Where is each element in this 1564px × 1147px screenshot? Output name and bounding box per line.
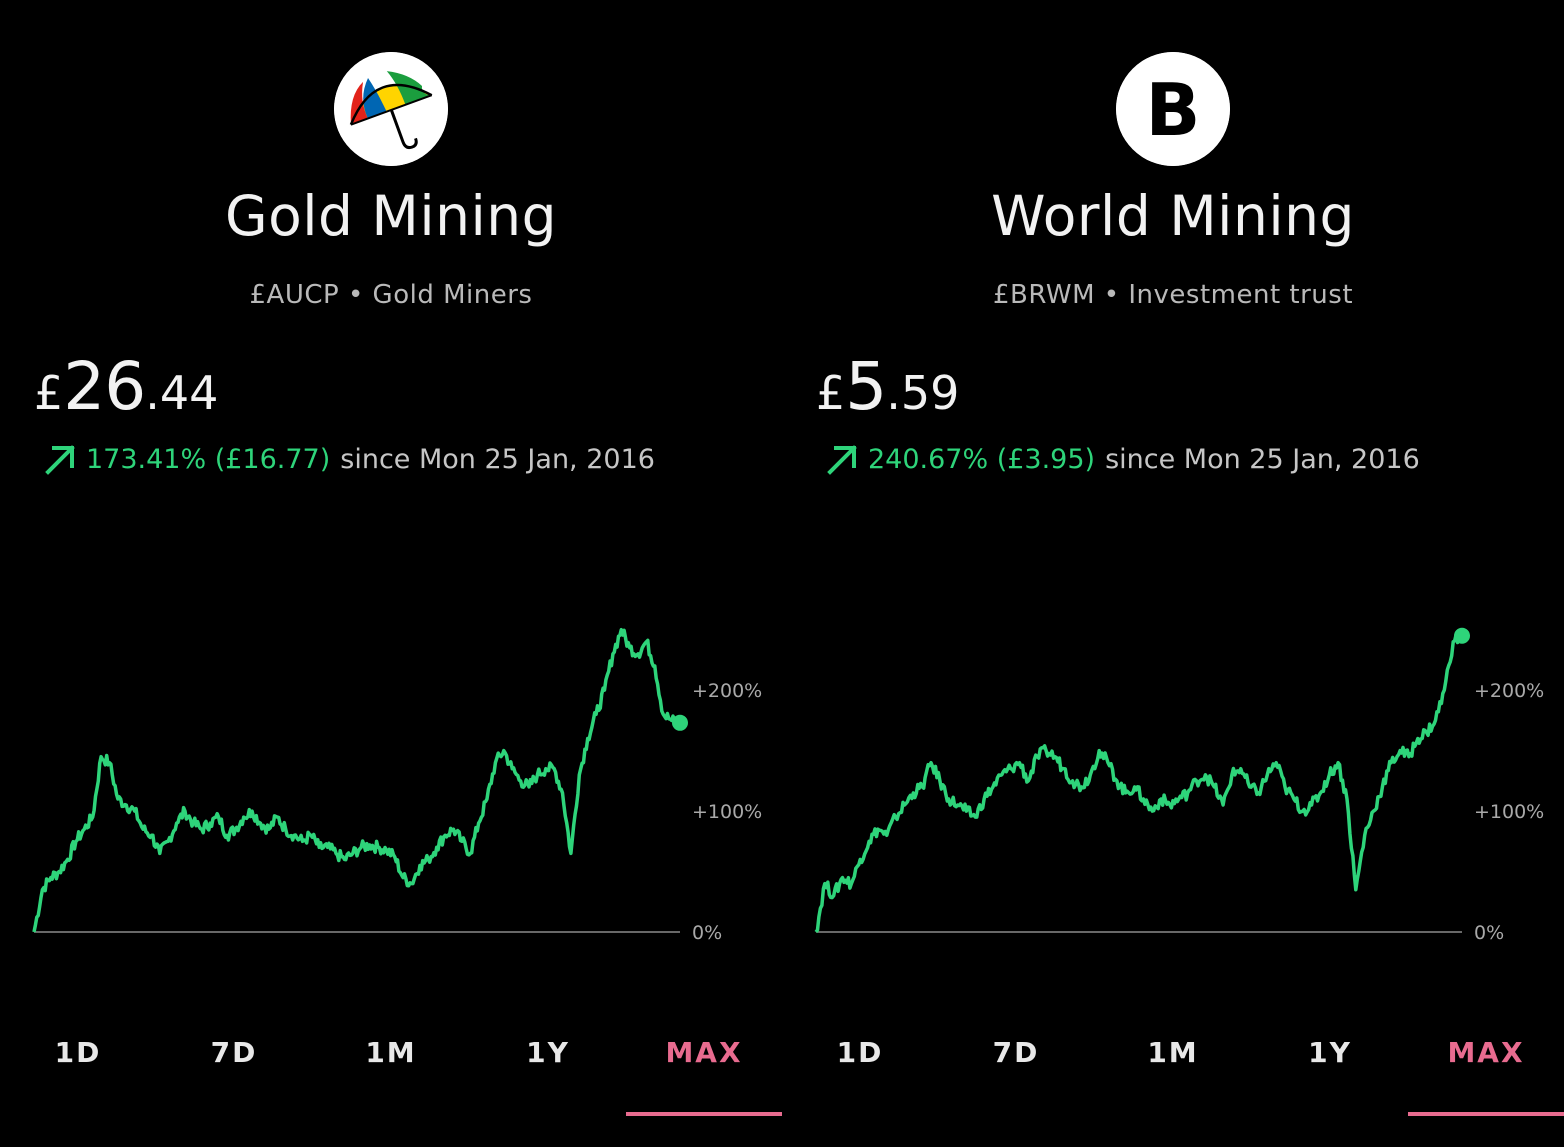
price-chart-svg: 0% +100% +200% [814,627,1544,944]
fund-panel-world-mining: B World Mining £BRWM • Investment trust … [782,0,1564,1147]
range-7d[interactable]: 7D [992,1036,1040,1069]
y-tick-label: 0% [692,922,722,944]
fund-price: £5.59 [816,348,959,425]
y-tick-label: +200% [1474,680,1544,702]
change-since: since Mon 25 Jan, 2016 [1105,443,1420,475]
y-tick-label: +100% [692,801,762,823]
price-currency: £ [34,366,64,420]
umbrella-icon [334,52,448,166]
fund-name: World Mining [991,184,1355,248]
price-chart: 0% +100% +200% [0,600,782,960]
active-range-underline [1408,1112,1564,1116]
price-chart: 0% +100% +200% [782,600,1564,960]
y-tick-label: +100% [1474,801,1544,823]
price-decimal: .59 [886,366,960,420]
range-1m[interactable]: 1M [1147,1036,1199,1069]
range-selector: 1D 7D 1M 1Y MAX [782,1036,1564,1086]
change-since: since Mon 25 Jan, 2016 [340,443,655,475]
y-tick-label: +200% [692,680,762,702]
range-7d[interactable]: 7D [210,1036,258,1069]
series-line [32,627,681,933]
arrow-up-right-icon [45,445,75,475]
range-1y[interactable]: 1Y [1308,1036,1352,1069]
fund-subtitle: £BRWM • Investment trust [992,280,1354,310]
change-percent: 240.67% (£3.95) [868,443,1096,475]
price-integer: 26 [63,348,146,425]
fund-panel-gold-mining: Gold Mining £AUCP • Gold Miners £26.44 1… [0,52,782,1116]
range-1m[interactable]: 1M [365,1036,417,1069]
range-selector: 1D 7D 1M 1Y MAX [0,1036,782,1086]
letter-b-icon: B [1116,52,1230,166]
change-percent: 173.41% (£16.77) [86,443,331,475]
range-max[interactable]: MAX [1447,1036,1525,1069]
fund-price: £26.44 [34,348,218,425]
svg-text:B: B [1146,68,1201,152]
price-change: 173.41% (£16.77) since Mon 25 Jan, 2016 [44,442,655,476]
price-chart-svg: 0% +100% +200% [32,627,762,944]
last-point-marker [672,714,688,731]
range-1y[interactable]: 1Y [526,1036,570,1069]
range-1d[interactable]: 1D [54,1036,102,1069]
last-point-marker [1454,627,1470,644]
range-max[interactable]: MAX [665,1036,743,1069]
price-change: 240.67% (£3.95) since Mon 25 Jan, 2016 [826,442,1420,476]
fund-name: Gold Mining [224,184,558,248]
price-integer: 5 [845,348,887,425]
price-decimal: .44 [145,366,219,420]
y-tick-label: 0% [1474,922,1504,944]
price-currency: £ [816,366,846,420]
fund-subtitle: £AUCP • Gold Miners [249,280,533,310]
range-1d[interactable]: 1D [836,1036,884,1069]
arrow-up-right-icon [827,445,857,475]
active-range-underline [626,1112,782,1116]
series-line [814,631,1464,934]
